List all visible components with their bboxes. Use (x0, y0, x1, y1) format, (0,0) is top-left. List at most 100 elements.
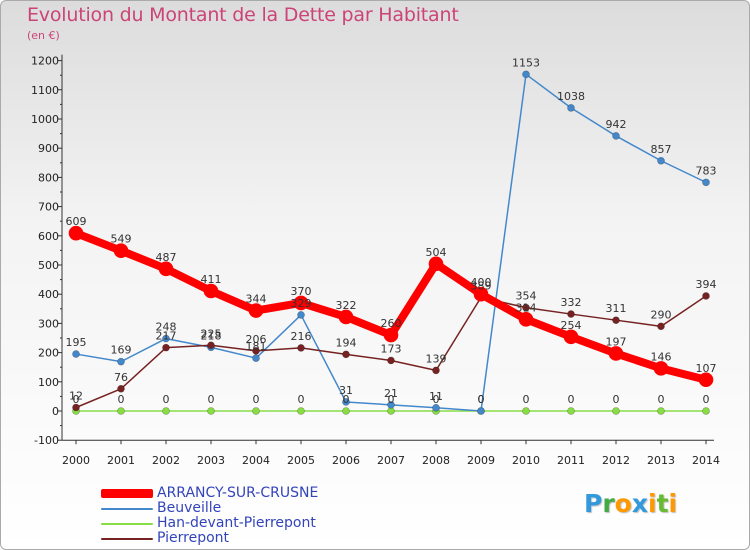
data-label-arrancy-sur-crusne: 322 (336, 299, 357, 312)
logo-letter: r (602, 489, 615, 518)
data-label-han-devant-pierrepont: 0 (388, 393, 395, 406)
data-label-pierrepont: 194 (336, 336, 357, 349)
data-label-pierrepont: 139 (426, 352, 447, 365)
data-label-arrancy-sur-crusne: 549 (111, 233, 132, 246)
data-label-arrancy-sur-crusne: 344 (246, 293, 267, 306)
data-point-beuveille (432, 403, 440, 412)
data-label-beuveille: 1038 (557, 90, 585, 103)
data-point-pierrepont (162, 343, 170, 352)
data-label-arrancy-sur-crusne: 146 (651, 350, 672, 363)
data-label-pierrepont: 394 (696, 278, 717, 291)
data-point-han-devant-pierrepont (162, 407, 170, 415)
data-point-arrancy-sur-crusne (563, 329, 579, 345)
data-point-beuveille (162, 334, 170, 343)
data-point-beuveille (297, 311, 305, 319)
x-tick-label: 2013 (647, 454, 675, 467)
data-label-han-devant-pierrepont: 0 (163, 393, 170, 406)
data-point-beuveille (252, 354, 260, 362)
x-tick-label: 2014 (692, 454, 720, 467)
data-label-beuveille: 329 (291, 297, 312, 310)
data-point-arrancy-sur-crusne (518, 312, 534, 327)
data-point-han-devant-pierrepont (657, 407, 665, 415)
x-tick-label: 2001 (107, 454, 135, 467)
data-point-han-devant-pierrepont (207, 407, 215, 415)
data-point-beuveille (702, 178, 710, 187)
x-tick-label: 2007 (377, 454, 405, 467)
x-tick-label: 2006 (332, 454, 360, 467)
data-label-han-devant-pierrepont: 0 (613, 393, 620, 406)
x-tick-label: 2003 (197, 454, 225, 467)
data-point-beuveille (612, 132, 620, 140)
y-tick-label: 1100 (31, 84, 59, 97)
data-point-beuveille (117, 357, 125, 366)
data-label-pierrepont: 389 (471, 279, 492, 292)
data-point-pierrepont (252, 347, 260, 355)
data-label-han-devant-pierrepont: 0 (433, 393, 440, 406)
legend-label: Han-devant-Pierrepont (157, 515, 316, 531)
data-point-arrancy-sur-crusne (158, 261, 174, 277)
data-label-beuveille: 181 (246, 340, 267, 353)
data-point-arrancy-sur-crusne (383, 327, 399, 343)
data-label-arrancy-sur-crusne: 107 (696, 362, 717, 375)
x-tick-label: 2010 (512, 454, 540, 467)
data-label-pierrepont: 311 (606, 302, 627, 315)
y-tick-label: 1200 (31, 55, 59, 68)
data-point-pierrepont (72, 403, 80, 412)
y-tick-label: 900 (38, 142, 59, 155)
data-label-beuveille: 195 (66, 336, 87, 349)
data-point-han-devant-pierrepont (117, 407, 125, 415)
data-label-pierrepont: 354 (516, 290, 537, 303)
data-point-beuveille (72, 350, 80, 358)
data-point-han-devant-pierrepont (297, 407, 305, 415)
data-label-pierrepont: 173 (381, 342, 402, 355)
data-label-arrancy-sur-crusne: 504 (426, 246, 447, 259)
data-point-arrancy-sur-crusne (428, 256, 444, 272)
x-tick-label: 2012 (602, 454, 630, 467)
data-point-beuveille (657, 156, 665, 165)
data-point-arrancy-sur-crusne (473, 286, 489, 302)
data-label-beuveille: 218 (201, 329, 222, 342)
legend-swatch (101, 523, 153, 525)
data-point-arrancy-sur-crusne (113, 243, 129, 258)
data-point-han-devant-pierrepont (612, 407, 620, 415)
y-tick-label: 100 (38, 376, 59, 389)
y-tick-label: 200 (38, 347, 59, 360)
data-point-pierrepont (207, 341, 215, 350)
data-point-pierrepont (612, 316, 620, 324)
logo-letter: i (648, 489, 657, 518)
data-point-beuveille (342, 398, 350, 406)
data-point-han-devant-pierrepont (522, 407, 530, 415)
data-point-arrancy-sur-crusne (203, 283, 219, 299)
data-point-beuveille (522, 70, 530, 79)
data-label-han-devant-pierrepont: 0 (523, 393, 530, 406)
data-point-han-devant-pierrepont (342, 407, 350, 415)
chart-subtitle: (en €) (27, 29, 60, 42)
data-label-beuveille: 942 (606, 118, 627, 131)
logo-letter: t (656, 489, 669, 518)
data-label-arrancy-sur-crusne: 260 (381, 317, 402, 330)
data-point-arrancy-sur-crusne (338, 309, 354, 325)
data-label-beuveille: 21 (384, 387, 398, 400)
data-point-han-devant-pierrepont (567, 407, 575, 415)
data-point-arrancy-sur-crusne (293, 295, 309, 311)
y-tick-label: 800 (38, 171, 59, 184)
data-label-han-devant-pierrepont: 0 (118, 393, 125, 406)
y-tick-label: 500 (38, 259, 59, 272)
data-label-pierrepont: 332 (561, 296, 582, 309)
data-point-han-devant-pierrepont (702, 407, 710, 415)
legend-swatch (101, 489, 153, 498)
y-tick-label: 700 (38, 201, 59, 214)
data-label-han-devant-pierrepont: 0 (343, 393, 350, 406)
x-tick-label: 2002 (152, 454, 180, 467)
logo-letter: o (614, 489, 632, 518)
y-tick-label: -100 (34, 434, 59, 447)
data-label-beuveille: 857 (651, 143, 672, 156)
data-label-pierrepont: 206 (246, 333, 267, 346)
x-tick-label: 2011 (557, 454, 585, 467)
data-label-arrancy-sur-crusne: 314 (516, 301, 537, 314)
x-tick-label: 2004 (242, 454, 270, 467)
data-label-beuveille: 169 (111, 344, 132, 357)
legend-label: ARRANCY-SUR-CRUSNE (157, 485, 319, 501)
data-label-pierrepont: 217 (156, 330, 177, 343)
